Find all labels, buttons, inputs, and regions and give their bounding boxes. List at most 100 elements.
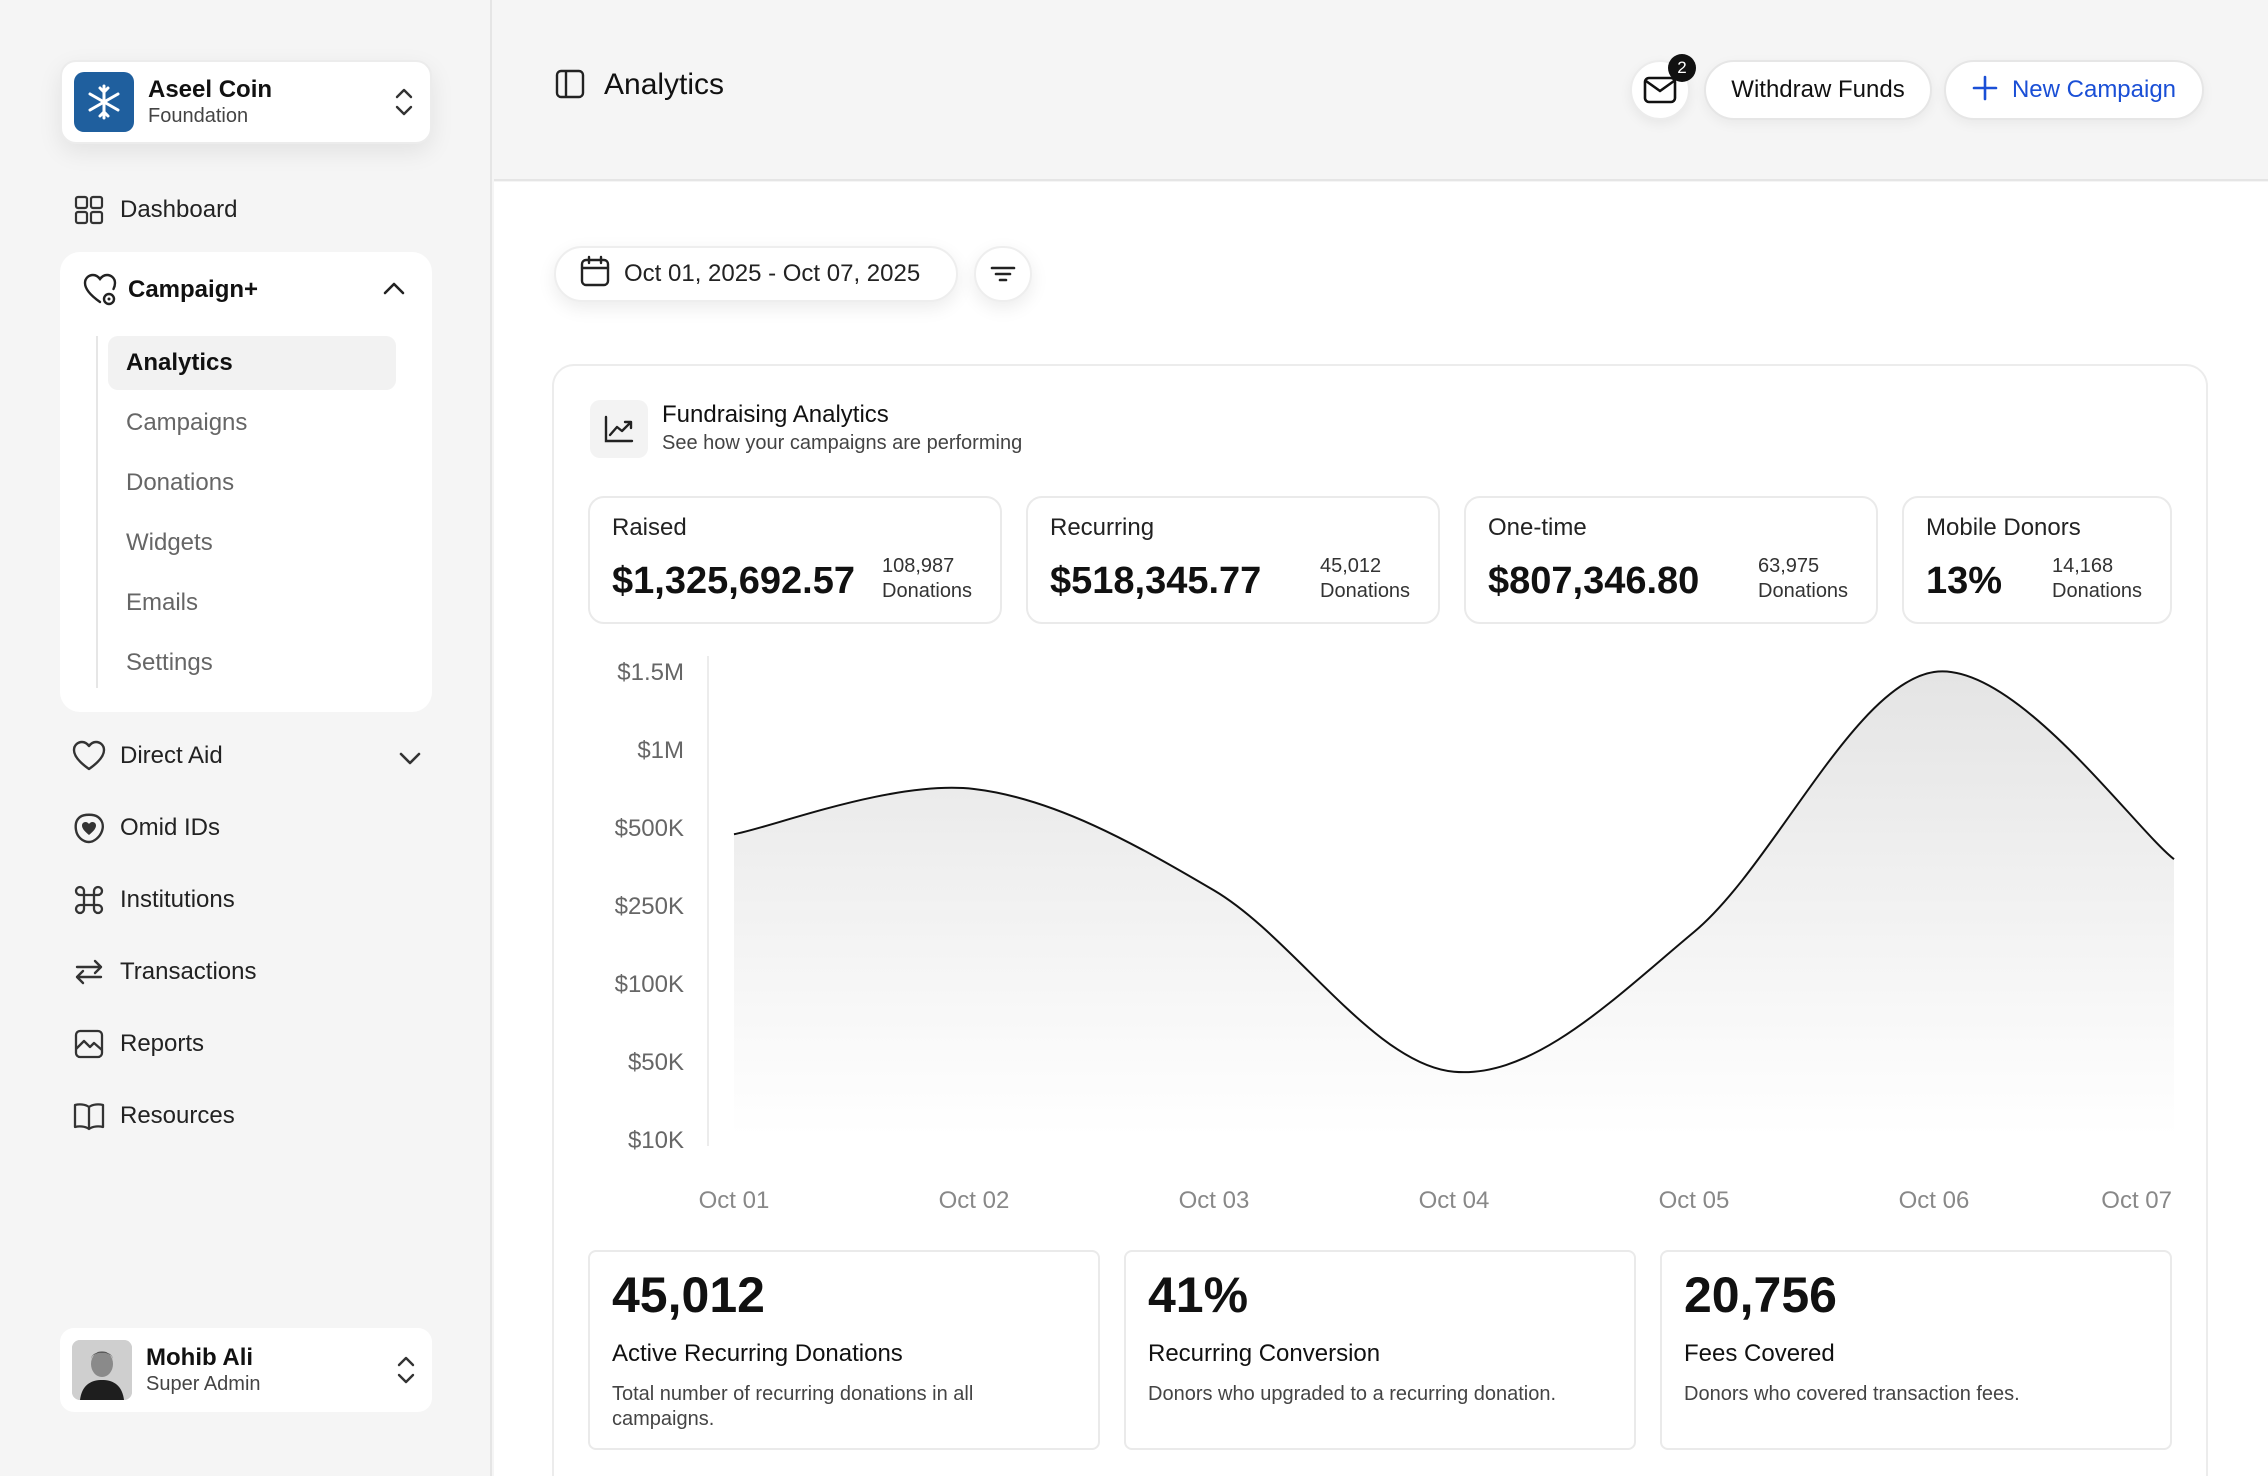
metric-card-recurring-conversion: 41% Recurring Conversion Donors who upgr… [1124,1250,1636,1450]
chevron-up-down-icon [392,1350,420,1390]
stat-label: Raised [612,514,687,541]
page-title-text: Analytics [604,68,725,101]
new-campaign-button[interactable]: New Campaign [1944,60,2204,120]
sidebar-item-analytics[interactable]: Analytics [108,336,396,390]
x-tick-label: Oct 03 [1179,1187,1250,1214]
sidebar-item-emails[interactable]: Emails [126,589,199,616]
sidebar-item-label: Institutions [120,886,235,913]
stat-count: 14,168 Donations [2052,554,2142,604]
sidebar-item-institutions[interactable]: Institutions [72,880,235,920]
metric-description: Donors who covered transaction fees. [1684,1383,2020,1405]
grid-icon [72,193,106,227]
notification-badge: 2 [1668,54,1696,82]
plus-icon [1972,73,1998,107]
metric-value: 20,756 [1684,1267,1837,1323]
chevron-up-down-icon [390,82,418,122]
metric-value: 45,012 [612,1267,765,1323]
x-tick-label: Oct 01 [699,1187,770,1214]
x-tick-label: Oct 05 [1659,1187,1730,1214]
withdraw-funds-button[interactable]: Withdraw Funds [1704,60,1932,120]
stat-count: 45,012 Donations [1320,554,1410,604]
stat-value: $807,346.80 [1488,560,1700,602]
stat-label: Mobile Donors [1926,514,2081,541]
metric-title: Fees Covered [1684,1340,1835,1367]
stat-label: One-time [1488,514,1587,541]
sidebar-item-settings[interactable]: Settings [126,649,213,676]
heart-gear-icon [82,272,118,308]
calendar-icon [580,255,610,294]
stat-count-number: 14,168 [2052,555,2114,577]
sidebar-item-direct-aid[interactable]: Direct Aid [72,736,422,776]
org-logo [74,72,134,132]
stat-label: Recurring [1050,514,1155,541]
avatar [72,1340,132,1400]
x-tick-label: Oct 06 [1899,1187,1970,1214]
x-tick-label: Oct 07 [2101,1187,2172,1214]
trend-chart-icon [590,400,648,458]
stat-value: $518,345.77 [1050,560,1262,602]
user-switcher[interactable]: Mohib Ali Super Admin [60,1328,432,1412]
metric-value: 41% [1148,1267,1249,1323]
stat-count-label: Donations [1320,580,1411,602]
user-role: Super Admin [146,1373,261,1395]
filter-icon [990,266,1016,282]
y-tick-label: $500K [615,815,684,842]
sidebar-toggle-icon[interactable] [554,68,588,102]
sidebar-item-label: Resources [120,1102,235,1129]
panel-subtitle: See how your campaigns are performing [662,432,1023,454]
book-icon [72,1099,106,1133]
sidebar-item-dashboard[interactable]: Dashboard [72,190,237,230]
panel-title: Fundraising Analytics [662,401,889,428]
topbar: Analytics 2 Withdraw Funds New Campaign [494,0,2268,181]
stat-count-number: 108,987 [882,555,955,577]
metric-title: Recurring Conversion [1148,1340,1381,1367]
stat-value: $1,325,692.57 [612,560,856,602]
chart-box-icon [72,1027,106,1061]
sidebar-item-transactions[interactable]: Transactions [72,952,257,992]
chevron-up-icon[interactable] [382,280,406,301]
stat-count-number: 63,975 [1758,555,1820,577]
campaign-group-label: Campaign+ [128,276,259,303]
sidebar-item-label: Reports [120,1030,205,1057]
sidebar-item-omid-ids[interactable]: Omid IDs [72,808,220,848]
stat-value: 13% [1926,560,2003,602]
campaign-group-toggle[interactable]: Campaign+ [82,272,258,308]
stat-count: 63,975 Donations [1758,554,1848,604]
stat-count: 108,987 Donations [882,554,972,604]
org-subtitle: Foundation [148,105,249,127]
chevron-down-icon [398,746,422,774]
arrows-exchange-icon [72,955,106,989]
stat-count-number: 45,012 [1320,555,1382,577]
analytics-panel: Fundraising Analytics See how your campa… [552,364,2208,1476]
stat-card-one-time: One-time $807,346.80 63,975 Donations [1464,496,1878,624]
y-tick-label: $1.5M [617,659,684,686]
series-area [734,671,2174,1136]
sidebar-item-reports[interactable]: Reports [72,1024,204,1064]
y-tick-label: $50K [628,1049,684,1076]
metric-description: Donors who upgraded to a recurring donat… [1148,1383,1557,1405]
y-tick-label: $1M [637,737,684,764]
panel-header: Fundraising Analytics See how your campa… [590,400,1022,458]
inbox-button[interactable]: 2 [1630,54,1696,120]
mail-icon [1643,76,1677,104]
org-switcher[interactable]: Aseel Coin Foundation [60,60,432,144]
y-tick-label: $10K [628,1127,684,1154]
series-line [733,670,2175,1074]
command-icon [72,883,106,917]
stat-count-label: Donations [1758,580,1849,602]
date-range-picker[interactable]: Oct 01, 2025 - Oct 07, 2025 [554,246,958,302]
new-campaign-label: New Campaign [2011,76,2177,103]
y-tick-label: $250K [615,893,684,920]
main-content: Oct 01, 2025 - Oct 07, 2025 Fundraising … [494,182,2268,1476]
metric-card-active-recurring: 45,012 Active Recurring Donations Total … [588,1250,1100,1450]
sidebar-item-widgets[interactable]: Widgets [126,529,213,556]
stat-card-recurring: Recurring $518,345.77 45,012 Donations [1026,496,1440,624]
sidebar: Aseel Coin Foundation Dashboard Campaign… [0,0,492,1476]
y-tick-label: $100K [615,971,684,998]
stat-card-mobile-donors: Mobile Donors 13% 14,168 Donations [1902,496,2172,624]
sidebar-item-campaigns[interactable]: Campaigns [126,409,248,436]
filter-button[interactable] [974,246,1032,302]
sidebar-item-donations[interactable]: Donations [126,469,235,496]
sidebar-item-label: Dashboard [120,196,238,223]
sidebar-item-resources[interactable]: Resources [72,1096,235,1136]
